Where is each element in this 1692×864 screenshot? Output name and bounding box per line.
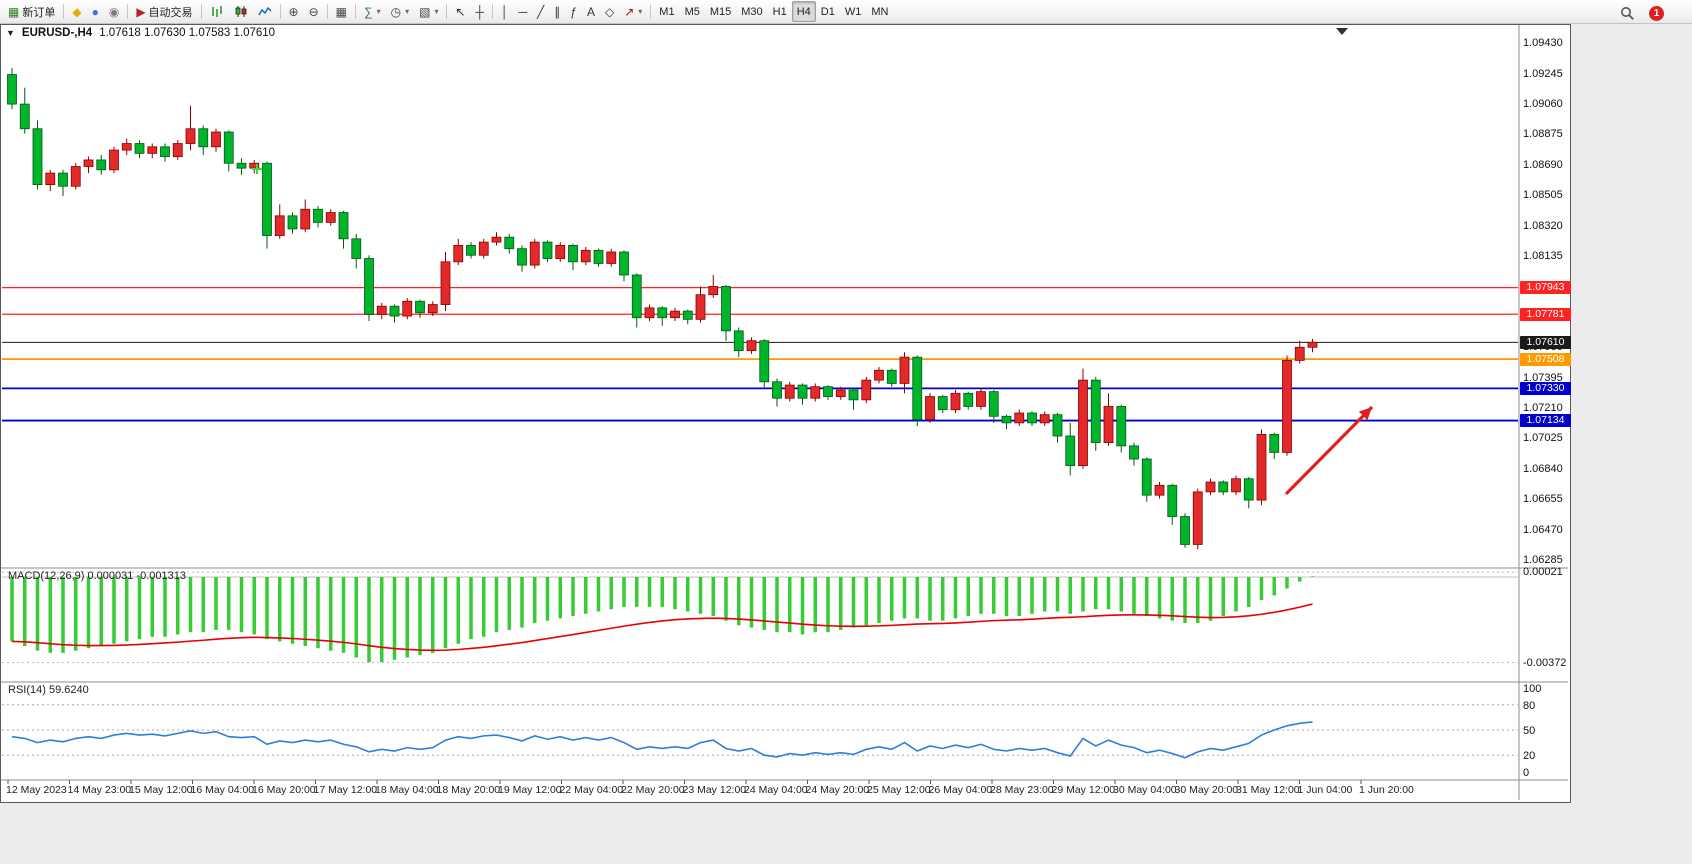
dropdown-caret-icon: ▾ bbox=[638, 7, 643, 16]
cursor-button[interactable]: ↖ bbox=[450, 1, 470, 22]
chart-shift-marker bbox=[1336, 28, 1348, 35]
zoom-out-icon: ⊖ bbox=[308, 4, 319, 19]
panel-frame bbox=[1, 25, 1568, 800]
autotrading-button-label: 自动交易 bbox=[148, 6, 193, 19]
timeframe-button-M15[interactable]: M15 bbox=[709, 5, 732, 18]
trendline-icon: ╱ bbox=[537, 4, 545, 19]
indicators-button[interactable]: ∑ ▾ bbox=[359, 1, 386, 22]
rsi-layer bbox=[2, 704, 1518, 759]
toolbar-separator bbox=[200, 4, 202, 19]
chart-window[interactable] bbox=[0, 24, 1571, 803]
new-order-button-label: 新订单 bbox=[22, 6, 56, 19]
community-button[interactable]: ◉ bbox=[104, 1, 124, 22]
autotrading-button[interactable]: ▶ 自动交易 bbox=[131, 1, 197, 22]
template-icon: ▧ bbox=[419, 4, 431, 19]
vline-button[interactable]: │ bbox=[496, 1, 514, 22]
toolbar-separator bbox=[127, 4, 129, 19]
fibonacci-button[interactable]: ƒ bbox=[565, 1, 582, 22]
zoom-out-button[interactable]: ⊖ bbox=[304, 1, 324, 22]
cursor-icon: ↖ bbox=[455, 4, 466, 19]
search-icon bbox=[1620, 6, 1635, 21]
trend-arrow[interactable] bbox=[1284, 405, 1374, 496]
candles-icon bbox=[234, 5, 248, 18]
dropdown-caret-icon: ▾ bbox=[376, 7, 381, 16]
fibo-icon: ƒ bbox=[570, 4, 577, 19]
dropdown-caret-icon: ▾ bbox=[434, 7, 439, 16]
vline-icon: │ bbox=[501, 4, 509, 19]
hline-button[interactable]: ─ bbox=[514, 1, 533, 22]
text-icon: A bbox=[586, 4, 595, 19]
periods-button[interactable]: ◷ ▾ bbox=[386, 1, 415, 22]
toolbar-separator bbox=[63, 4, 65, 19]
trendline-button[interactable]: ╱ bbox=[532, 1, 549, 22]
channel-icon: ∥ bbox=[554, 4, 561, 19]
timeframe-button-M30[interactable]: M30 bbox=[741, 5, 763, 18]
timeframe-button-H4[interactable]: H4 bbox=[791, 1, 816, 22]
shapes-icon: ◇ bbox=[604, 4, 615, 19]
candles-layer bbox=[7, 67, 1318, 550]
text-button[interactable]: A bbox=[582, 1, 600, 22]
shapes-button[interactable]: ◇ bbox=[600, 1, 619, 22]
toolbar-separator bbox=[492, 4, 494, 19]
crosshair-icon: ┼ bbox=[475, 4, 485, 19]
price-cross-marker bbox=[252, 164, 262, 174]
templates-button[interactable]: ▧ ▾ bbox=[414, 1, 443, 22]
line-chart-button[interactable] bbox=[253, 1, 277, 22]
timeframe-button-M1[interactable]: M1 bbox=[659, 5, 675, 18]
market-icon: ● bbox=[91, 4, 99, 19]
hline-icon: ─ bbox=[518, 4, 528, 19]
zoom-in-icon: ⊕ bbox=[288, 4, 299, 19]
toolbar-separator bbox=[355, 4, 357, 19]
bar-chart-button[interactable] bbox=[205, 1, 229, 22]
toolbar-separator bbox=[279, 4, 281, 19]
tile-icon: ▦ bbox=[335, 4, 348, 19]
main-toolbar: ▦ 新订单 ◆ ● ◉ ▶ 自动交易 ⊕ ⊖ ▦ ∑ ▾ ◷ ▾ ▧ ▾ ↖ ┼ │ ─ ╱ ∥ ƒ A ◇ ↗ ▾ M1 M5 M15 M… bbox=[0, 0, 1692, 24]
notification-badge[interactable]: 1 bbox=[1649, 6, 1664, 21]
new-order-button[interactable]: ▦ 新订单 bbox=[3, 1, 60, 22]
toolbar-separator bbox=[446, 4, 448, 19]
bars-icon bbox=[210, 5, 224, 18]
new-order-icon: ▦ bbox=[8, 4, 20, 19]
indicators-icon: ∑ bbox=[364, 4, 373, 19]
toolbar-separator bbox=[326, 4, 328, 19]
timeframe-button-M5[interactable]: M5 bbox=[684, 5, 700, 18]
toolbar-right: 1 bbox=[1615, 3, 1664, 24]
dropdown-caret-icon: ▾ bbox=[405, 7, 410, 16]
autotrading-icon: ▶ bbox=[136, 4, 146, 19]
clock-icon: ◷ bbox=[390, 4, 402, 19]
timeframe-button-W1[interactable]: W1 bbox=[844, 5, 862, 18]
market-button[interactable]: ● bbox=[87, 1, 104, 22]
timeframe-button-D1[interactable]: D1 bbox=[820, 5, 835, 18]
candlestick-chart-button[interactable] bbox=[229, 1, 253, 22]
metaeditor-icon: ◆ bbox=[72, 4, 82, 19]
crosshair-button[interactable]: ┼ bbox=[471, 1, 490, 22]
toolbar-separator bbox=[650, 4, 652, 19]
tile-windows-button[interactable]: ▦ bbox=[331, 1, 352, 22]
search-button[interactable] bbox=[1615, 3, 1640, 24]
timeframe-button-MN[interactable]: MN bbox=[871, 5, 889, 18]
metaeditor-button[interactable]: ◆ bbox=[67, 1, 86, 22]
arrows-icon: ↗ bbox=[624, 4, 635, 19]
time-ticks bbox=[7, 780, 1362, 784]
line-icon bbox=[257, 5, 272, 18]
timeframe-button-H1[interactable]: H1 bbox=[772, 5, 787, 18]
arrows-button[interactable]: ↗ ▾ bbox=[619, 1, 647, 22]
community-icon: ◉ bbox=[108, 4, 120, 19]
channel-button[interactable]: ∥ bbox=[549, 1, 565, 22]
zoom-in-button[interactable]: ⊕ bbox=[284, 1, 304, 22]
macd-layer bbox=[2, 571, 1518, 664]
